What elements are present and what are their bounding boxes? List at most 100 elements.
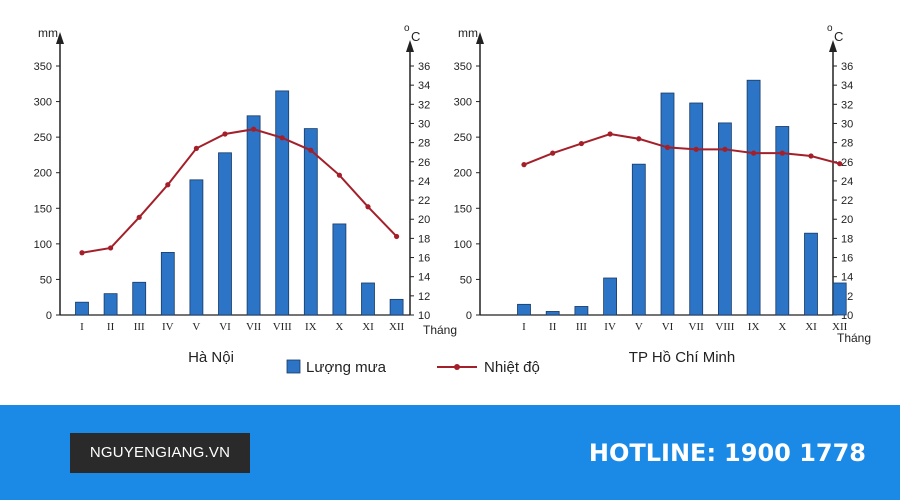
month-label: IV <box>604 321 616 333</box>
month-label: VI <box>219 321 231 333</box>
rain-bar <box>689 102 704 316</box>
rain-bar <box>132 281 147 316</box>
right-tick-label: 34 <box>841 80 853 92</box>
brand-logo[interactable]: NGUYENGIANG.VN <box>70 433 250 473</box>
chart-ha-noi: mm oC 0 50 100 150 200 250 300 350 10 12 14 16 18 20 22 2… <box>34 23 457 366</box>
temperature-point <box>365 204 371 210</box>
temperature-line <box>523 132 840 166</box>
month-label: IV <box>162 321 174 333</box>
rain-bar <box>160 251 175 316</box>
right-tick-label: 16 <box>841 253 853 265</box>
right-axis-unit-c: C <box>834 29 843 44</box>
month-label: I <box>522 321 526 333</box>
right-tick-label: 22 <box>841 195 853 207</box>
temperature-point <box>607 131 613 137</box>
right-tick-label: 32 <box>418 99 430 111</box>
temperature-point <box>693 146 699 152</box>
climate-charts: mm oC050100150200250300350101214161820222… <box>34 23 871 376</box>
rain-bar <box>218 152 232 316</box>
legend-rain-swatch <box>286 359 301 374</box>
left-tick-label: 150 <box>34 203 52 215</box>
rain-bar <box>103 293 118 316</box>
left-tick-label: 50 <box>40 274 52 286</box>
temperature-point <box>808 153 814 159</box>
left-tick-label: 250 <box>454 132 472 144</box>
month-label: III <box>576 321 587 333</box>
temperature-point <box>136 214 142 220</box>
temperature-point <box>636 136 642 142</box>
rain-bar <box>574 306 589 316</box>
month-label: IX <box>305 321 317 333</box>
month-label: IX <box>748 321 760 333</box>
temperature-point <box>578 140 585 147</box>
right-tick-label: 34 <box>418 80 430 92</box>
right-axis-arrow <box>406 40 414 52</box>
month-label: XI <box>362 321 374 333</box>
temperature-point <box>79 250 85 256</box>
temperature-line <box>81 128 398 254</box>
temperature-point <box>308 147 314 153</box>
left-tick-label: 200 <box>34 168 52 180</box>
temperature-point <box>222 131 228 137</box>
chart-title: Hà Nội <box>188 349 234 366</box>
rain-bar <box>631 163 646 316</box>
month-label: VII <box>689 321 705 333</box>
rain-bar <box>75 301 89 316</box>
left-tick-label: 300 <box>454 97 472 109</box>
right-tick-label: 28 <box>418 138 430 150</box>
rain-bar <box>660 92 675 316</box>
right-tick-label: 18 <box>841 233 853 245</box>
left-axis-arrow <box>56 32 64 44</box>
month-label: VIII <box>715 321 734 333</box>
hotline-number[interactable]: 1900 1778 <box>724 439 866 467</box>
right-tick-label: 26 <box>841 157 853 169</box>
right-tick-label: 20 <box>841 214 853 226</box>
x-axis-label: Tháng <box>423 323 457 337</box>
legend-rain-label: Lượng mưa <box>306 359 387 376</box>
month-label: I <box>80 321 84 333</box>
right-tick-label: 20 <box>418 214 430 226</box>
x-axis-label: Tháng <box>837 331 871 345</box>
right-tick-label: 16 <box>418 253 430 265</box>
left-tick-label: 150 <box>454 203 472 215</box>
hotline[interactable]: HOTLINE: 1900 1778 <box>589 435 866 471</box>
temperature-point <box>837 161 843 167</box>
temperature-point <box>193 145 199 151</box>
left-tick-label: 0 <box>466 310 472 322</box>
rain-bar <box>189 179 204 316</box>
month-label: X <box>778 321 786 333</box>
rain-bar <box>389 298 404 316</box>
right-axis-unit-c: C <box>411 29 420 44</box>
rain-bar <box>746 79 761 316</box>
month-label: II <box>107 321 115 333</box>
temperature-point <box>279 135 285 141</box>
right-axis-arrow <box>829 40 837 52</box>
month-label: V <box>192 321 200 333</box>
right-tick-label: 14 <box>418 272 430 284</box>
right-tick-label: 24 <box>841 176 853 188</box>
rain-bar <box>804 232 818 316</box>
right-tick-label: 32 <box>841 99 853 111</box>
right-tick-label: 30 <box>841 118 853 130</box>
rain-bar <box>545 311 560 316</box>
legend-temp-marker <box>454 364 460 370</box>
rain-bar <box>718 122 732 316</box>
rain-bar <box>832 282 847 316</box>
rain-bar <box>775 126 790 316</box>
temperature-point <box>664 144 671 151</box>
right-axis-unit-degree: o <box>827 23 833 34</box>
rain-bar <box>332 223 347 316</box>
temperature-point <box>550 150 556 156</box>
left-tick-label: 350 <box>34 61 52 73</box>
right-axis-unit-degree: o <box>404 23 410 34</box>
left-tick-label: 300 <box>34 97 52 109</box>
left-tick-label: 100 <box>34 239 52 251</box>
temperature-point <box>394 233 400 240</box>
temperature-point <box>722 146 728 152</box>
temperature-point <box>751 150 757 156</box>
chart-tp-ho-chi-minh: mm oC050100150200250300350101214161820222… <box>454 23 871 366</box>
temperature-point <box>336 172 342 178</box>
legend-temp-label: Nhiệt độ <box>484 359 540 376</box>
left-tick-label: 250 <box>34 132 52 144</box>
month-label: XII <box>389 321 405 333</box>
